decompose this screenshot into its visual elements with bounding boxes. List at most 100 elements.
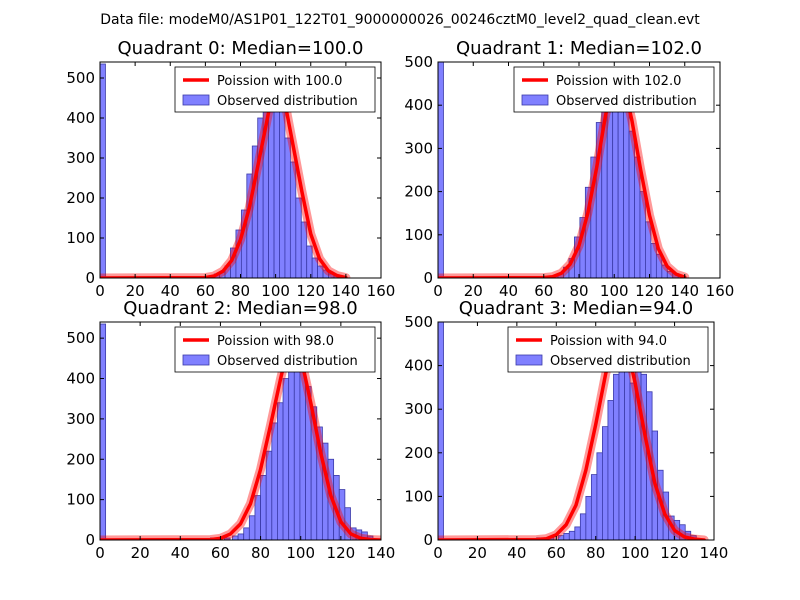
legend: Poission with 94.0 Observed distribution	[507, 326, 709, 373]
hist-bar	[282, 378, 290, 540]
y-tick-label: 500	[66, 69, 95, 87]
legend-label-observed: Observed distribution	[217, 94, 358, 109]
legend-label-observed: Observed distribution	[550, 354, 691, 369]
y-tick-label: 400	[404, 357, 433, 375]
y-tick-label: 0	[423, 531, 433, 549]
legend-label-poisson: Poission with 100.0	[217, 74, 342, 89]
y-tick-label: 200	[66, 450, 95, 468]
legend-bar-swatch	[182, 354, 210, 366]
x-tick-label: 0	[95, 544, 105, 562]
panel-title: Quadrant 2: Median=98.0	[123, 298, 358, 319]
hist-bar	[613, 373, 620, 540]
legend-bar-swatch	[515, 354, 543, 366]
y-tick-label: 200	[404, 444, 433, 462]
hist-bar	[237, 533, 245, 540]
hist-bar	[224, 537, 231, 540]
axes-frame	[99, 321, 382, 541]
x-tick-label: 120	[327, 544, 356, 562]
hist-bar	[248, 515, 256, 540]
x-tick-label: 120	[660, 544, 689, 562]
x-tick-label: 0	[433, 282, 443, 300]
hist-bar	[295, 197, 302, 278]
y-tick-label: 500	[404, 313, 433, 331]
x-tick-label: 20	[126, 282, 145, 300]
hist-bar	[271, 422, 278, 540]
y-tick-label: 0	[423, 269, 433, 287]
hist-bar	[277, 402, 284, 540]
y-tick-label: 400	[66, 109, 95, 127]
x-tick-label: 120	[296, 282, 325, 300]
panel-quadrant-1: 0 20 40 60 80 100 120 140 160 0 100 200 300 400 500 Qua…	[404, 38, 734, 300]
panel-title: Quadrant 0: Median=100.0	[118, 38, 364, 59]
legend-label-poisson: Poission with 102.0	[556, 74, 681, 89]
x-tick-label: 60	[211, 544, 230, 562]
x-tick-label: 20	[131, 544, 150, 562]
x-tick-label: 100	[261, 282, 290, 300]
x-tick-label: 20	[468, 544, 487, 562]
legend: Poission with 102.0 Observed distribution	[513, 66, 715, 113]
hist-bar	[590, 474, 598, 540]
x-tick-label: 140	[700, 544, 729, 562]
x-tick-label: 0	[433, 544, 443, 562]
y-tick-label: 0	[85, 531, 95, 549]
x-tick-label: 100	[286, 544, 315, 562]
hist-bar	[574, 526, 581, 540]
hist-bar	[438, 62, 444, 278]
legend-bar-swatch	[182, 94, 210, 106]
y-tick-label: 100	[66, 229, 95, 247]
figure-title: Data file: modeM0/AS1P01_122T01_90000000…	[100, 12, 700, 28]
x-tick-label: 0	[95, 282, 105, 300]
y-tick-label: 200	[404, 183, 433, 201]
y-tick-label: 300	[404, 139, 433, 157]
y-tick-label: 500	[66, 329, 95, 347]
histogram-bars	[438, 62, 685, 278]
x-tick-label: 40	[161, 282, 180, 300]
hist-bar	[568, 530, 576, 540]
hist-bar	[438, 322, 444, 540]
hist-bar	[288, 353, 295, 540]
x-tick-label: 140	[670, 282, 699, 300]
hist-bar	[623, 104, 630, 278]
x-tick-label: 80	[231, 282, 250, 300]
hist-bar	[596, 452, 603, 540]
y-tick-label: 400	[66, 370, 95, 388]
y-tick-label: 400	[404, 96, 433, 114]
hist-bar	[585, 495, 592, 540]
x-tick-label: 20	[464, 282, 483, 300]
x-tick-label: 60	[196, 282, 215, 300]
hist-bar	[618, 347, 625, 540]
y-tick-label: 100	[404, 226, 433, 244]
x-tick-label: 120	[635, 282, 664, 300]
x-tick-label: 160	[367, 282, 396, 300]
x-tick-label: 160	[706, 282, 735, 300]
legend: Poission with 100.0 Observed distribution	[174, 66, 376, 113]
hist-bar	[563, 533, 570, 540]
legend-label-poisson: Poission with 98.0	[217, 334, 334, 349]
legend-label-observed: Observed distribution	[217, 354, 358, 369]
legend-label-observed: Observed distribution	[556, 94, 697, 109]
hist-bar	[617, 91, 624, 278]
panel-title: Quadrant 3: Median=94.0	[459, 298, 694, 319]
x-tick-label: 100	[621, 544, 650, 562]
y-tick-label: 500	[404, 53, 433, 71]
x-tick-label: 60	[534, 282, 553, 300]
x-tick-label: 140	[367, 544, 396, 562]
hist-bar	[243, 527, 250, 540]
x-tick-label: 80	[251, 544, 270, 562]
x-tick-label: 40	[171, 544, 190, 562]
hist-bar	[279, 109, 286, 278]
hist-bar	[306, 245, 313, 278]
hist-bar	[602, 426, 609, 540]
y-tick-label: 300	[66, 149, 95, 167]
panel-quadrant-3: 0 20 40 60 80 100 120 140 0 100 200 300 400 500 Quadra…	[404, 298, 728, 562]
hist-bar	[284, 137, 291, 278]
y-tick-label: 200	[66, 189, 95, 207]
x-tick-label: 40	[499, 282, 518, 300]
x-tick-label: 40	[507, 544, 526, 562]
x-tick-label: 80	[586, 544, 605, 562]
hist-bar	[607, 400, 614, 540]
legend: Poission with 98.0 Observed distribution	[174, 326, 376, 373]
y-tick-label: 0	[85, 269, 95, 287]
hist-bar	[100, 63, 106, 278]
